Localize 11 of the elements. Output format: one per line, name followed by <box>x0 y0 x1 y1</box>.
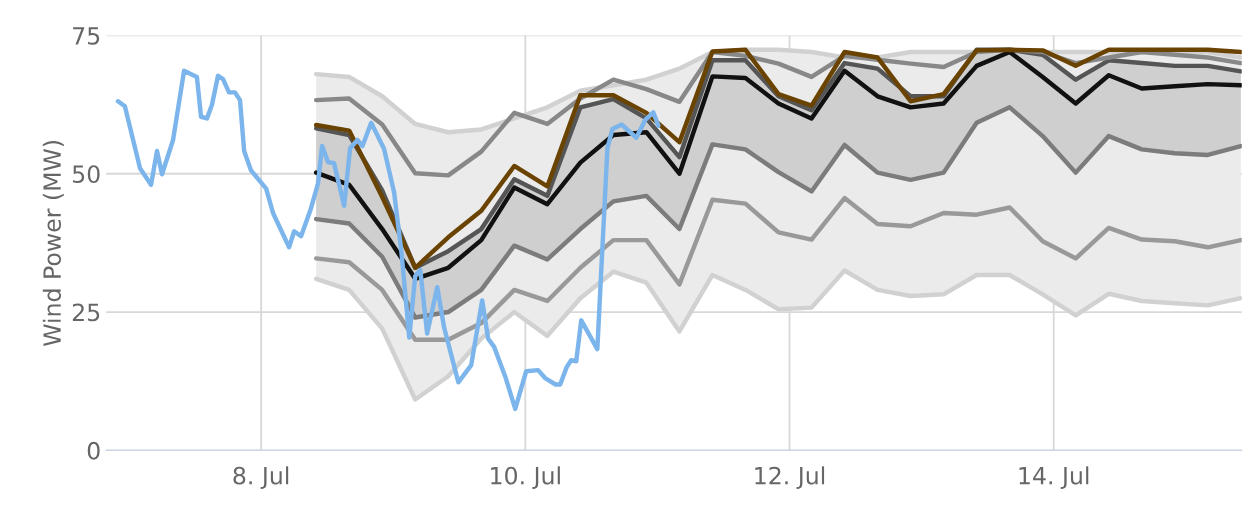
x-tick-label: 8. Jul <box>233 466 289 489</box>
x-tick-label: 14. Jul <box>1019 466 1089 489</box>
y-tick-label: 0 <box>87 441 100 460</box>
x-tick-label: 12. Jul <box>755 466 825 489</box>
y-tick-label: 25 <box>72 303 100 322</box>
line-series <box>313 105 1242 320</box>
x-tick-label: 10. Jul <box>491 466 560 489</box>
y-tick-label: 75 <box>73 27 100 45</box>
y-tick-label: 50 <box>73 165 100 184</box>
y-axis-title: Wind Power (MW) <box>42 140 64 347</box>
line-series <box>313 195 1242 342</box>
